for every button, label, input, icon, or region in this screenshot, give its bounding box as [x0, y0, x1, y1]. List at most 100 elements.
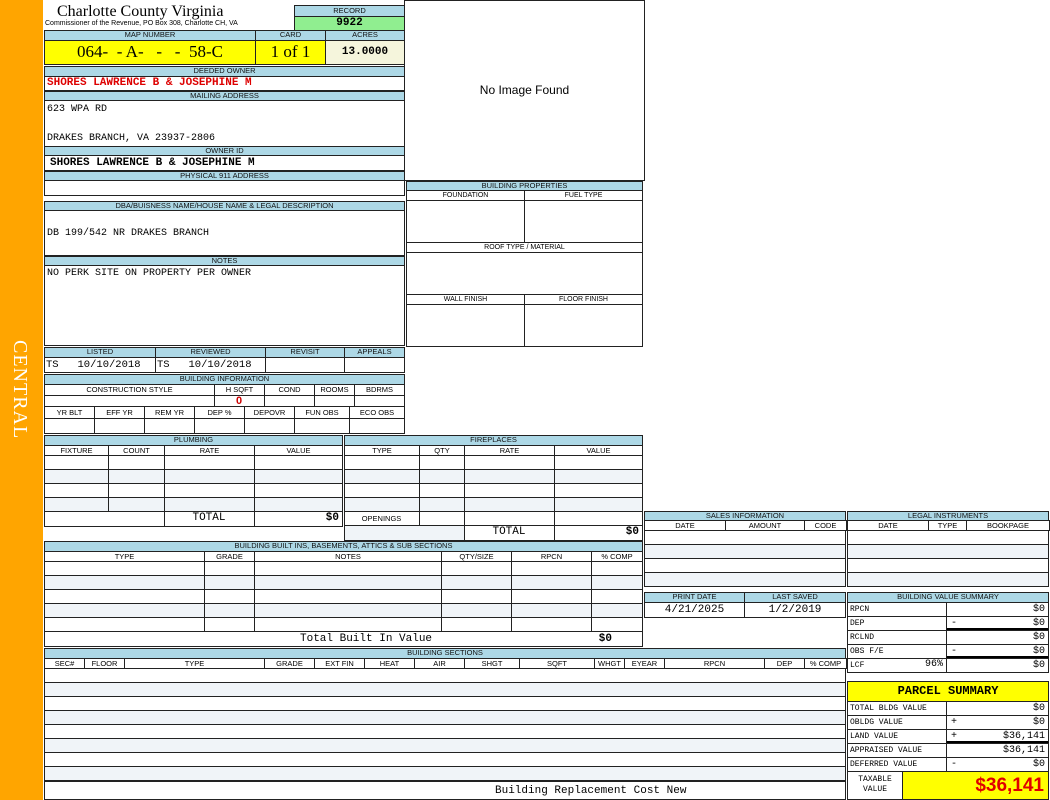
- fireplace-openings-label: OPENINGS: [361, 514, 402, 523]
- fireplace-total-label: TOTAL: [492, 526, 526, 538]
- revisit-value: [265, 357, 345, 373]
- built-in-cell: [254, 589, 442, 604]
- foundation-box: FOUNDATION: [406, 190, 525, 243]
- plumbing-total-label: TOTAL: [192, 512, 226, 524]
- address-line-2: DRAKES BRANCH, VA 23937-2806: [47, 133, 216, 144]
- county-subtitle: Commissioner of the Revenue, PO Box 308,…: [45, 20, 238, 27]
- dba-value: DB 199/542 NR DRAKES BRANCH: [47, 228, 210, 239]
- built-in-total-row: [44, 631, 643, 647]
- fireplace-cell: [554, 483, 643, 498]
- plumbing-total-cell: [254, 511, 343, 527]
- building-info-cell: [294, 418, 350, 434]
- parcel-summary-row-label: DEFERRED VALUE: [847, 757, 947, 772]
- plumbing-cell: [44, 455, 109, 470]
- fireplace-cell: [344, 483, 420, 498]
- legal-row: [847, 530, 1049, 545]
- card-value: 1 of 1: [255, 40, 326, 65]
- notes-box: NO PERK SITE ON PROPERTY PER OWNER: [44, 265, 405, 346]
- plumbing-cell: [108, 469, 165, 484]
- section-row: [44, 766, 846, 781]
- value-summary-sign: -: [951, 618, 958, 629]
- fireplace-cell: [419, 455, 465, 470]
- plumbing-cell: [108, 497, 165, 512]
- plumbing-cell: [164, 469, 255, 484]
- fireplace-cell: [344, 455, 420, 470]
- sales-row: [644, 572, 846, 587]
- section-row: [44, 696, 846, 711]
- built-in-cell: [204, 589, 255, 604]
- plumbing-cell: [254, 469, 343, 484]
- notes-value: NO PERK SITE ON PROPERTY PER OWNER: [47, 268, 252, 279]
- plumbing-cell: [108, 455, 165, 470]
- built-in-cell: [441, 603, 512, 618]
- section-row: [44, 724, 846, 739]
- built-in-total-value: $0: [598, 633, 612, 645]
- plumbing-cell: [44, 469, 109, 484]
- built-in-cell: [204, 603, 255, 618]
- section-row: [44, 710, 846, 725]
- built-in-cell: [591, 617, 643, 632]
- fireplace-cell: [554, 497, 643, 512]
- fireplace-cell: [464, 497, 555, 512]
- county-title: Charlotte County Virginia: [57, 3, 224, 20]
- built-in-cell: [511, 561, 592, 576]
- building-info-cell: [349, 418, 405, 434]
- built-in-cell: [204, 561, 255, 576]
- built-in-cell: [441, 575, 512, 590]
- section-row: [44, 668, 846, 683]
- map-number-value: 064- - A- - - 58-C: [44, 40, 256, 65]
- section-row: [44, 682, 846, 697]
- built-in-cell: [204, 575, 255, 590]
- parcel-summary-row-label: TOTAL BLDG VALUE: [847, 701, 947, 716]
- building-info-cell: [44, 418, 95, 434]
- built-in-cell: [441, 617, 512, 632]
- foundation-label: FOUNDATION: [407, 191, 524, 201]
- value-summary-row-extra: 96%: [924, 659, 943, 670]
- parcel-summary-sign: +: [951, 731, 958, 742]
- parcel-summary-row-value: $36,141 +: [946, 729, 1049, 744]
- building-info-cell: [94, 418, 145, 434]
- value-summary-row-label: DEP: [847, 616, 947, 631]
- section-row: [44, 738, 846, 753]
- appeals-value: [344, 357, 405, 373]
- owner-id-value: SHORES LAWRENCE B & JOSEPHINE M: [44, 155, 405, 171]
- fireplace-cell: [464, 511, 555, 526]
- built-in-cell: [511, 589, 592, 604]
- plumbing-cell: [254, 455, 343, 470]
- parcel-summary-label: PARCEL SUMMARY: [847, 681, 1049, 702]
- parcel-summary-row-value: $36,141: [946, 743, 1049, 758]
- roof-type-label: ROOF TYPE / MATERIAL: [407, 243, 642, 253]
- wall-box: WALL FINISH: [406, 294, 525, 347]
- roof-box: ROOF TYPE / MATERIAL: [406, 242, 643, 295]
- fireplace-total-cell: [554, 525, 643, 541]
- value-summary-row-label: OBS F/E: [847, 644, 947, 659]
- photo-box: No Image Found: [404, 0, 645, 181]
- value-summary-row-label: RPCN: [847, 602, 947, 617]
- built-in-cell: [254, 561, 442, 576]
- mailing-address-box: 623 WPA RD DRAKES BRANCH, VA 23937-2806: [44, 100, 405, 147]
- building-info-cell: [144, 418, 195, 434]
- reviewed-value: TS 10/10/2018: [155, 357, 266, 373]
- building-info-cell: [194, 418, 245, 434]
- built-in-cell: [204, 617, 255, 632]
- fireplace-cell: [464, 483, 555, 498]
- fireplace-cell: [344, 469, 420, 484]
- plumbing-cell: [164, 497, 255, 512]
- acres-value: 13.0000: [325, 40, 405, 65]
- built-in-cell: [254, 617, 442, 632]
- last-saved-value: 1/2/2019: [744, 602, 846, 618]
- value-summary-row-value: $0: [946, 602, 1049, 617]
- built-in-cell: [441, 561, 512, 576]
- built-in-total-label: Total Built In Value: [300, 633, 433, 645]
- value-summary-row-label: LCF: [847, 658, 947, 673]
- fuel-type-label: FUEL TYPE: [525, 191, 642, 201]
- sales-row: [644, 530, 846, 545]
- plumbing-total-row: [44, 511, 165, 527]
- listed-value: TS 10/10/2018: [44, 357, 156, 373]
- plumbing-cell: [164, 455, 255, 470]
- built-in-cell: [591, 575, 643, 590]
- taxable-value-label: TAXABLE VALUE: [847, 771, 903, 800]
- fireplace-cell: [419, 469, 465, 484]
- deeded-owner-value: SHORES LAWRENCE B & JOSEPHINE M: [44, 76, 405, 91]
- dba-box: DB 199/542 NR DRAKES BRANCH: [44, 210, 405, 256]
